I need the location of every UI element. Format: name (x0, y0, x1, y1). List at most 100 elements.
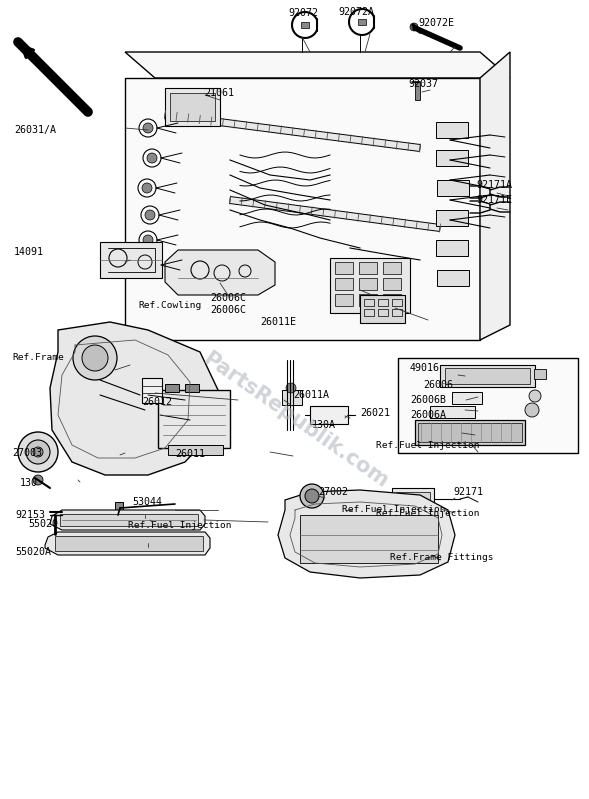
Bar (436, 122, 468, 138)
Circle shape (73, 336, 117, 380)
Bar (55, 536, 203, 551)
Bar (335, 278, 353, 290)
Text: 26011: 26011 (175, 449, 205, 459)
Bar (452, 392, 482, 404)
Bar (115, 502, 123, 514)
Text: 26012: 26012 (142, 397, 172, 407)
Circle shape (529, 390, 541, 402)
Circle shape (286, 383, 296, 393)
Bar (436, 240, 468, 256)
Bar (165, 88, 220, 126)
Bar (364, 309, 374, 316)
Polygon shape (100, 242, 162, 278)
Circle shape (305, 489, 319, 503)
Text: 130: 130 (20, 478, 38, 488)
Polygon shape (230, 197, 441, 232)
Text: 53044: 53044 (132, 497, 162, 507)
Text: 21061: 21061 (204, 88, 234, 98)
Bar (282, 390, 302, 405)
Circle shape (147, 260, 157, 270)
Bar (534, 369, 546, 379)
Bar (359, 278, 377, 290)
Circle shape (143, 123, 153, 133)
Circle shape (33, 447, 43, 457)
Bar (165, 384, 179, 392)
Bar (335, 262, 353, 274)
Text: 92072A: 92072A (338, 7, 374, 17)
Polygon shape (50, 322, 218, 475)
Circle shape (300, 484, 324, 508)
Bar (359, 294, 377, 306)
Text: 92037: 92037 (408, 79, 438, 89)
Text: 26031/A: 26031/A (14, 125, 56, 135)
Bar (445, 368, 530, 384)
Text: 55020A: 55020A (15, 547, 51, 557)
Bar (415, 420, 525, 445)
Bar (398, 358, 578, 453)
Circle shape (147, 153, 157, 163)
Bar (392, 299, 402, 306)
Polygon shape (480, 52, 510, 340)
Polygon shape (164, 112, 421, 152)
Text: 26006C: 26006C (210, 293, 246, 303)
Text: Ref.Fuel Injection: Ref.Fuel Injection (128, 520, 231, 530)
Text: Ref.Frame: Ref.Frame (12, 353, 64, 363)
Bar (383, 278, 401, 290)
Bar (60, 514, 198, 526)
Text: 26006C: 26006C (210, 305, 246, 315)
Circle shape (142, 183, 152, 193)
Bar (436, 210, 468, 226)
Bar (437, 270, 469, 286)
Text: 26011E: 26011E (260, 317, 296, 327)
Circle shape (410, 23, 418, 31)
Circle shape (18, 432, 58, 472)
Text: Ref.Fuel Injection: Ref.Fuel Injection (376, 508, 479, 518)
Text: 26006: 26006 (423, 380, 453, 390)
Bar (378, 309, 388, 316)
Bar (364, 299, 374, 306)
Bar (185, 384, 199, 392)
Text: Ref.Fuel Injection: Ref.Fuel Injection (376, 440, 479, 450)
Text: PartsRepublik.com: PartsRepublik.com (198, 348, 391, 491)
Bar (418, 423, 522, 442)
Polygon shape (50, 510, 205, 530)
Text: 92171: 92171 (453, 487, 483, 497)
Text: 26006B: 26006B (410, 395, 446, 405)
Text: Ref.Frame Fittings: Ref.Frame Fittings (390, 554, 494, 562)
Text: 14091: 14091 (14, 247, 44, 257)
Bar (437, 180, 469, 196)
Text: 130A: 130A (312, 420, 336, 430)
Polygon shape (125, 52, 510, 78)
Bar (396, 492, 430, 506)
Text: 49016: 49016 (410, 363, 440, 373)
Circle shape (33, 475, 43, 485)
Bar (168, 445, 223, 455)
Bar (383, 262, 401, 274)
Circle shape (82, 345, 108, 371)
Text: 55020: 55020 (28, 519, 58, 529)
Bar (310, 406, 348, 424)
Bar (335, 294, 353, 306)
Text: 92153: 92153 (15, 510, 45, 520)
Polygon shape (165, 250, 275, 295)
Bar (440, 365, 535, 387)
Bar (383, 294, 401, 306)
Text: 92171A: 92171A (476, 180, 512, 190)
Circle shape (143, 235, 153, 245)
Bar (359, 262, 377, 274)
Bar (392, 309, 402, 316)
Bar (142, 378, 162, 403)
Bar (360, 295, 405, 323)
Bar (158, 390, 230, 448)
Circle shape (525, 403, 539, 417)
Text: 92072: 92072 (288, 8, 318, 18)
Text: Ref.Fuel Injection: Ref.Fuel Injection (342, 506, 445, 515)
Bar (430, 406, 475, 418)
Polygon shape (125, 78, 480, 340)
Bar (301, 22, 309, 28)
Bar (170, 93, 215, 121)
Polygon shape (278, 490, 455, 578)
Circle shape (26, 440, 50, 464)
Text: 27003: 27003 (12, 448, 42, 458)
Bar (300, 515, 438, 563)
